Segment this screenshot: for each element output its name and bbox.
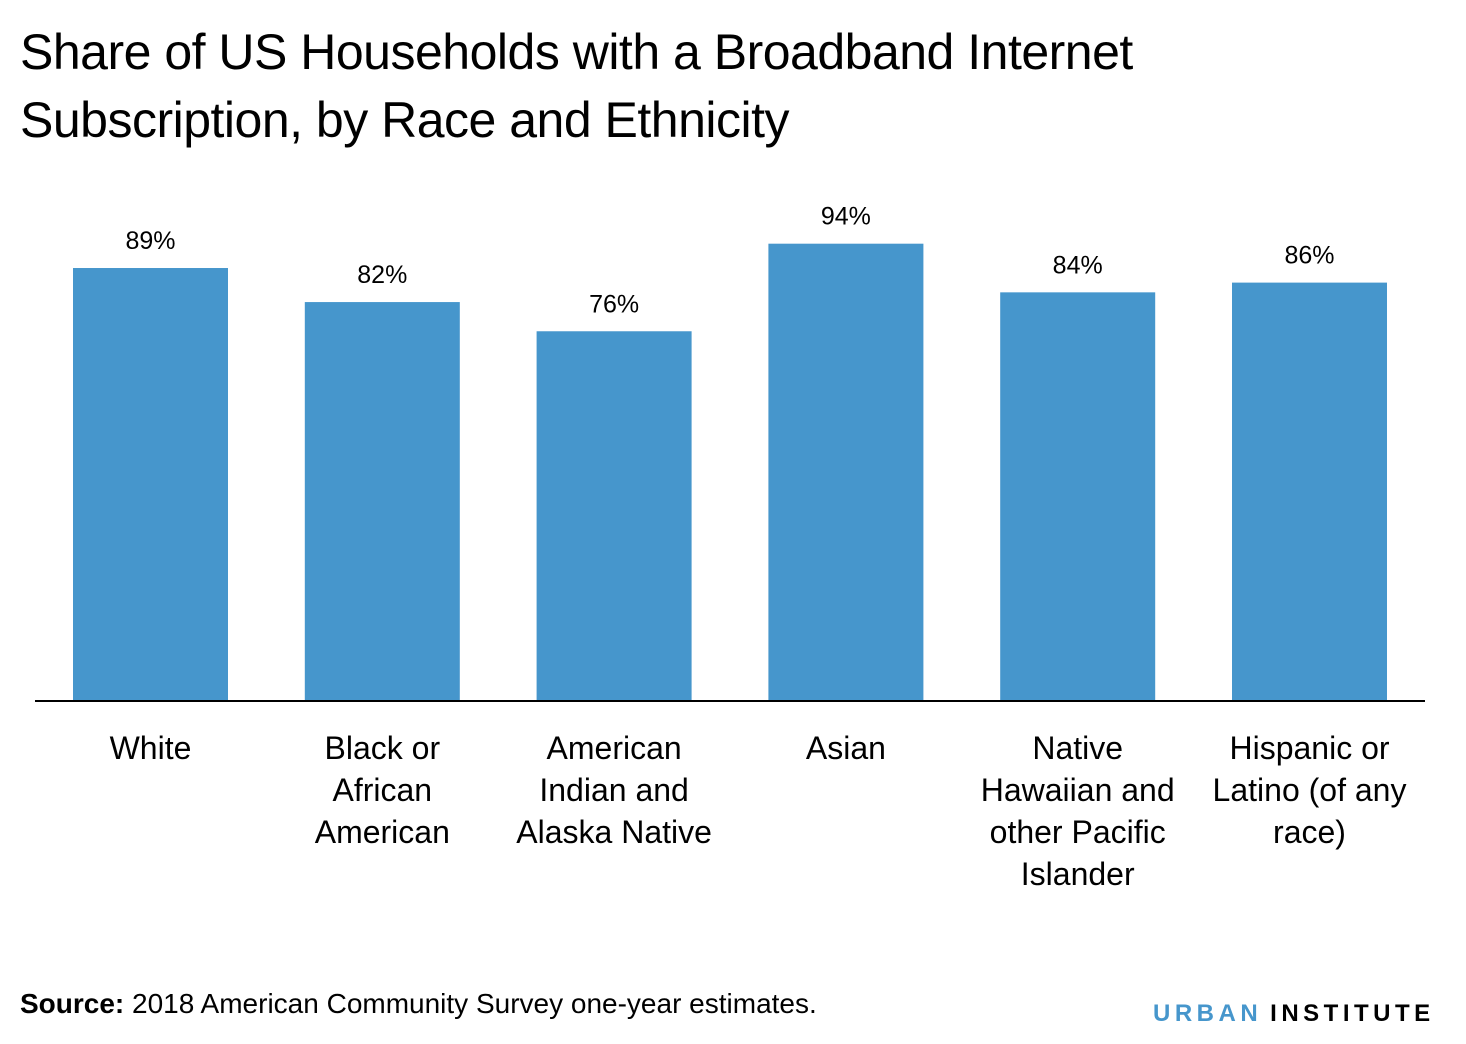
bar — [1000, 292, 1156, 701]
category-label: American Indian and Alaska Native — [494, 727, 734, 853]
category-label: Hispanic or Latino (of any race) — [1190, 727, 1430, 853]
category-label-line: other Pacific — [989, 814, 1166, 850]
logo-institute: INSTITUTE — [1270, 1000, 1435, 1027]
bar — [73, 268, 228, 701]
category-label-line: Indian and — [539, 772, 689, 808]
category-label-line: Asian — [805, 730, 886, 766]
category-label-line: American — [314, 814, 450, 850]
category-label-line: Islander — [1020, 856, 1135, 892]
chart-title: Share of US Households with a Broadband … — [20, 24, 1133, 148]
category-label-line: Latino (of any — [1212, 772, 1407, 808]
data-label: 84% — [1053, 251, 1103, 279]
category-label-line: Native — [1032, 730, 1124, 766]
data-label: 89% — [125, 227, 175, 255]
category-label: Native Hawaiian and other Pacific Islander — [958, 727, 1198, 895]
data-label: 86% — [1284, 242, 1334, 270]
source-label: Source: — [20, 988, 125, 1019]
category-label-line: Alaska Native — [516, 814, 712, 850]
category-label-line: White — [109, 730, 192, 766]
category-label-line: Hispanic or — [1229, 730, 1390, 766]
bar — [304, 302, 460, 701]
category-label: Asian — [726, 727, 966, 769]
data-label: 76% — [589, 290, 639, 318]
bar — [536, 331, 692, 701]
category-label-line: Hawaiian and — [980, 772, 1175, 808]
logo-urban: URBAN — [1153, 1000, 1263, 1027]
bar — [768, 243, 924, 701]
category-label-line: race) — [1273, 814, 1346, 850]
bar — [1232, 282, 1387, 701]
data-label: 94% — [821, 203, 871, 231]
category-label-line: American — [546, 730, 682, 766]
category-label: Black or African American — [262, 727, 502, 853]
source-text: 2018 American Community Survey one-year … — [124, 988, 817, 1019]
category-label-line: African — [332, 772, 433, 808]
data-label: 82% — [357, 261, 407, 289]
urban-institute-logo: URBAN INSTITUTE — [1153, 1000, 1435, 1028]
category-label-line: Black or — [324, 730, 441, 766]
source-note: Source: 2018 American Community Survey o… — [20, 988, 817, 1020]
category-label: White — [31, 727, 271, 769]
